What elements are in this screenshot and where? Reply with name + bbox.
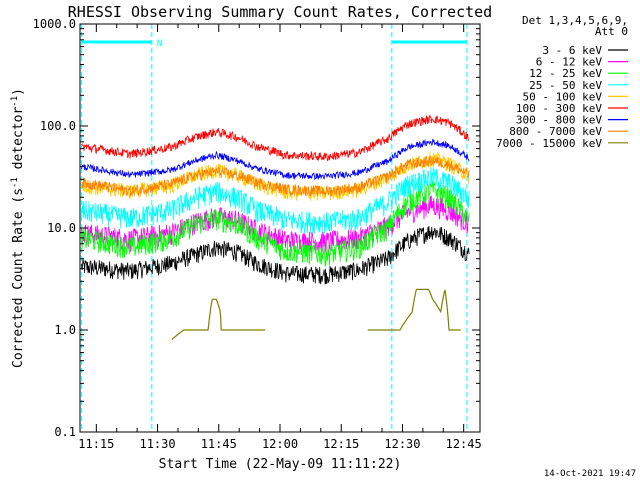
y-axis-label-sup1: -1 [10,177,20,188]
y-tick-label: 0.1 [54,425,76,439]
series-line [81,114,470,162]
legend-entry: 12 - 25 keV [529,67,602,80]
x-tick-label: 12:15 [323,437,359,451]
y-axis-label-main: Corrected Count Rate (s [11,188,26,368]
legend-entry: 3 - 6 keV [542,44,602,57]
legend-entry: 100 - 300 keV [516,102,602,115]
series-line [81,225,470,285]
legend-entry: 7000 - 15000 keV [496,137,602,150]
series-group [81,114,470,341]
vertical-lines [81,24,468,432]
footer-date: 14-Oct-2021 19:47 [544,469,636,479]
observing-bars: N [81,39,467,49]
legend-header: Det 1,3,4,5,6,9, [522,14,628,27]
legend-entry: 300 - 800 keV [516,114,602,127]
y-axis-label-sup2: -1 [10,96,20,107]
legend-entry: 25 - 50 keV [529,79,602,92]
plot-frame [79,23,481,433]
series-line [171,288,461,341]
x-tick-label: 11:45 [201,437,237,451]
legend-entry: 6 - 12 keV [536,56,603,69]
y-tick-label: 1.0 [54,323,76,337]
x-tick-label: 11:15 [78,437,114,451]
x-tick-label: 12:45 [446,437,482,451]
y-tick-label: 1000.0 [33,17,76,31]
legend-entry: 50 - 100 keV [523,90,603,103]
axes: 0.1 1.0 10.0 100.0 1000.0 11:15 11:30 11:45 12:0… [33,17,482,451]
series-line [81,167,470,235]
y-axis-label-mid: detector [11,107,26,178]
series-line [81,155,470,197]
legend-entry: 800 - 7000 keV [509,125,602,138]
series-line [81,138,470,181]
x-tick-label: 12:00 [262,437,298,451]
legend-header: Att 0 [595,25,628,38]
observing-bar-label: N [157,39,162,49]
x-tick-label: 11:30 [139,437,175,451]
y-tick-label: 10.0 [47,221,76,235]
y-axis-label-end: ) [11,88,26,96]
series-line [81,180,470,268]
x-tick-label: 12:30 [384,437,420,451]
x-axis-label: Start Time (22-May-09 11:11:22) [159,457,402,472]
y-tick-label: 100.0 [40,119,76,133]
y-axis-label: Corrected Count Rate (s-1 detector-1) [10,88,26,368]
chart-title: RHESSI Observing Summary Count Rates, Co… [68,3,492,21]
